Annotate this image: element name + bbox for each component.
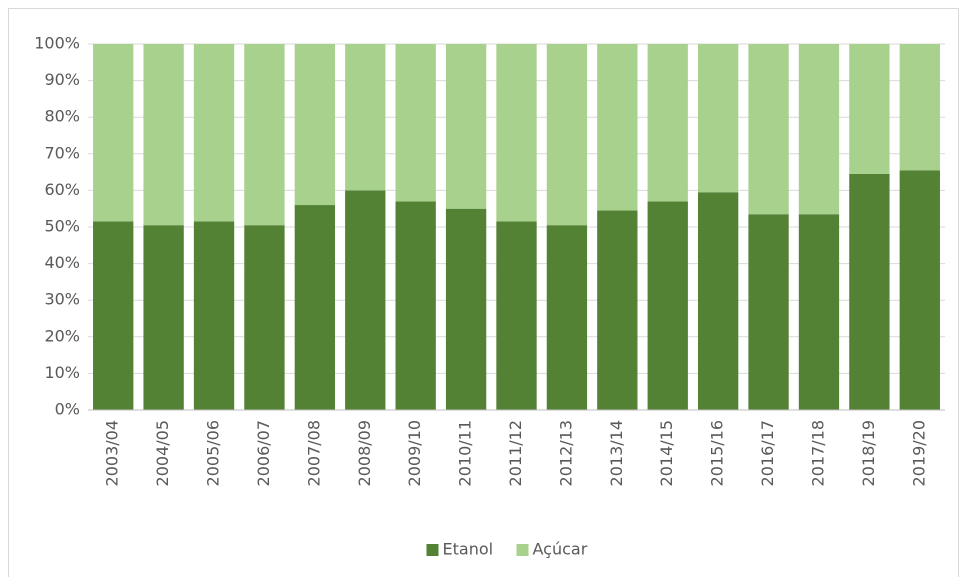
x-tick-label: 2008/09 xyxy=(355,420,374,486)
bar-segment xyxy=(93,221,134,410)
x-tick-label: 2011/12 xyxy=(506,420,525,486)
bar-segment xyxy=(798,44,840,215)
bar-segment xyxy=(345,190,386,410)
bar-segment xyxy=(193,44,235,222)
bar-segment xyxy=(597,210,638,410)
y-tick-label: 10% xyxy=(44,363,80,382)
bar-segment xyxy=(143,44,184,226)
y-tick-label: 60% xyxy=(44,180,80,199)
bar-segment xyxy=(496,44,537,222)
bar-segment xyxy=(748,214,789,410)
bar-segment xyxy=(697,192,739,410)
x-tick-label: 2005/06 xyxy=(204,420,223,486)
x-tick-label: 2015/16 xyxy=(708,420,727,486)
x-tick-label: 2004/05 xyxy=(153,420,172,486)
x-tick-label: 2006/07 xyxy=(254,420,273,486)
bar-segment xyxy=(697,44,739,193)
x-tick-label: 2013/14 xyxy=(607,420,626,486)
bar-segment xyxy=(193,221,235,410)
x-tick-label: 2009/10 xyxy=(405,420,424,486)
legend-swatch xyxy=(516,544,529,556)
bar-segment xyxy=(546,225,588,410)
legend-label: Açúcar xyxy=(533,540,588,559)
bar-segment xyxy=(445,44,487,209)
y-tick-label: 20% xyxy=(44,326,80,345)
x-tick-label: 2018/19 xyxy=(859,420,878,486)
x-tick-label: 2007/08 xyxy=(304,420,323,486)
bar-segment xyxy=(244,225,285,410)
legend-swatch xyxy=(426,544,439,556)
x-tick-label: 2010/11 xyxy=(456,420,475,486)
bar-segment xyxy=(647,44,688,202)
x-tick-label: 2016/17 xyxy=(758,420,777,486)
x-tick-label: 2003/04 xyxy=(103,420,122,486)
bar-segment xyxy=(798,214,840,410)
bar-segment xyxy=(496,221,537,410)
bar-segment xyxy=(93,44,134,222)
bar-segment xyxy=(395,44,436,202)
bar-segment xyxy=(244,44,285,226)
y-tick-label: 30% xyxy=(44,290,80,309)
y-tick-label: 100% xyxy=(34,34,80,53)
bar-segment xyxy=(294,205,336,410)
bar-segment xyxy=(647,201,688,410)
y-tick-label: 50% xyxy=(44,217,80,236)
x-tick-label: 2017/18 xyxy=(808,420,827,486)
x-tick-label: 2014/15 xyxy=(657,420,676,486)
x-tick-label: 2012/13 xyxy=(556,420,575,486)
bar-segment xyxy=(345,44,386,191)
bar-segment xyxy=(445,208,487,410)
bar-segment xyxy=(546,44,588,226)
bar-segment xyxy=(899,170,940,410)
bar-segment xyxy=(395,201,436,410)
y-tick-label: 0% xyxy=(55,400,80,419)
y-tick-label: 90% xyxy=(44,70,80,89)
x-tick-label: 2019/20 xyxy=(909,420,928,486)
y-tick-label: 40% xyxy=(44,253,80,272)
bar-segment xyxy=(899,44,940,171)
bar-segment xyxy=(748,44,789,215)
y-tick-label: 80% xyxy=(44,107,80,126)
legend-label: Etanol xyxy=(443,540,494,559)
bar-segment xyxy=(849,44,890,174)
y-tick-label: 70% xyxy=(44,143,80,162)
bar-segment xyxy=(849,173,890,410)
bar-segment xyxy=(294,44,336,206)
bar-segment xyxy=(143,225,184,410)
bar-segment xyxy=(597,44,638,211)
